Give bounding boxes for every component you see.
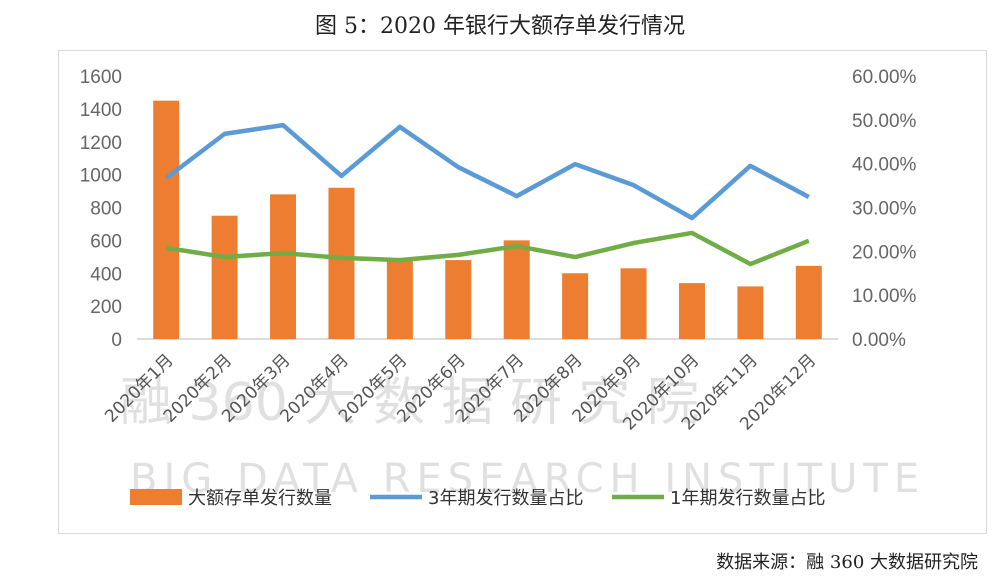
legend-label: 3年期发行数量占比 (428, 488, 583, 509)
left-axis-tick: 1400 (80, 100, 122, 121)
bar (678, 283, 705, 339)
legend-label: 大额存单发行数量 (188, 488, 332, 509)
right-axis-tick: 10.00% (852, 286, 917, 307)
bar (153, 100, 180, 339)
right-axis-tick: 0.00% (852, 330, 906, 351)
left-axis-tick: 0 (111, 330, 122, 351)
bar (211, 215, 238, 339)
left-axis-tick: 600 (90, 231, 122, 252)
bar (620, 268, 647, 339)
bar (562, 273, 589, 339)
source-note: 数据来源：融 360 大数据研究院 (716, 552, 978, 573)
watermark-text: BIG DATA RESEARCH INSTITUTE (130, 456, 925, 502)
bar (386, 258, 413, 339)
left-axis-tick: 1200 (80, 133, 122, 154)
chart-frame (58, 50, 987, 534)
right-axis-tick: 20.00% (852, 242, 917, 263)
series-line (164, 122, 810, 221)
right-axis-tick: 60.00% (852, 67, 917, 88)
right-axis-tick: 30.00% (852, 199, 917, 220)
chart-title: 图 5：2020 年银行大额存单发行情况 (315, 14, 685, 39)
bar (503, 240, 530, 339)
bar (270, 194, 297, 339)
left-axis-tick: 800 (90, 199, 122, 220)
left-axis-tick: 200 (90, 297, 122, 318)
left-axis-tick: 1000 (80, 166, 122, 187)
left-axis-tick: 400 (90, 264, 122, 285)
series-line (165, 230, 810, 267)
right-axis-tick: 50.00% (852, 111, 917, 132)
bar (445, 260, 472, 339)
bar (737, 286, 764, 339)
left-axis-tick: 1600 (80, 67, 122, 88)
bar (795, 265, 822, 339)
bar (328, 187, 355, 339)
legend-swatch (130, 489, 182, 505)
right-axis-tick: 40.00% (852, 155, 917, 176)
legend-label: 1年期发行数量占比 (670, 488, 825, 509)
watermark-text: 融 360 大 数 据 研 究 院 (120, 373, 699, 433)
